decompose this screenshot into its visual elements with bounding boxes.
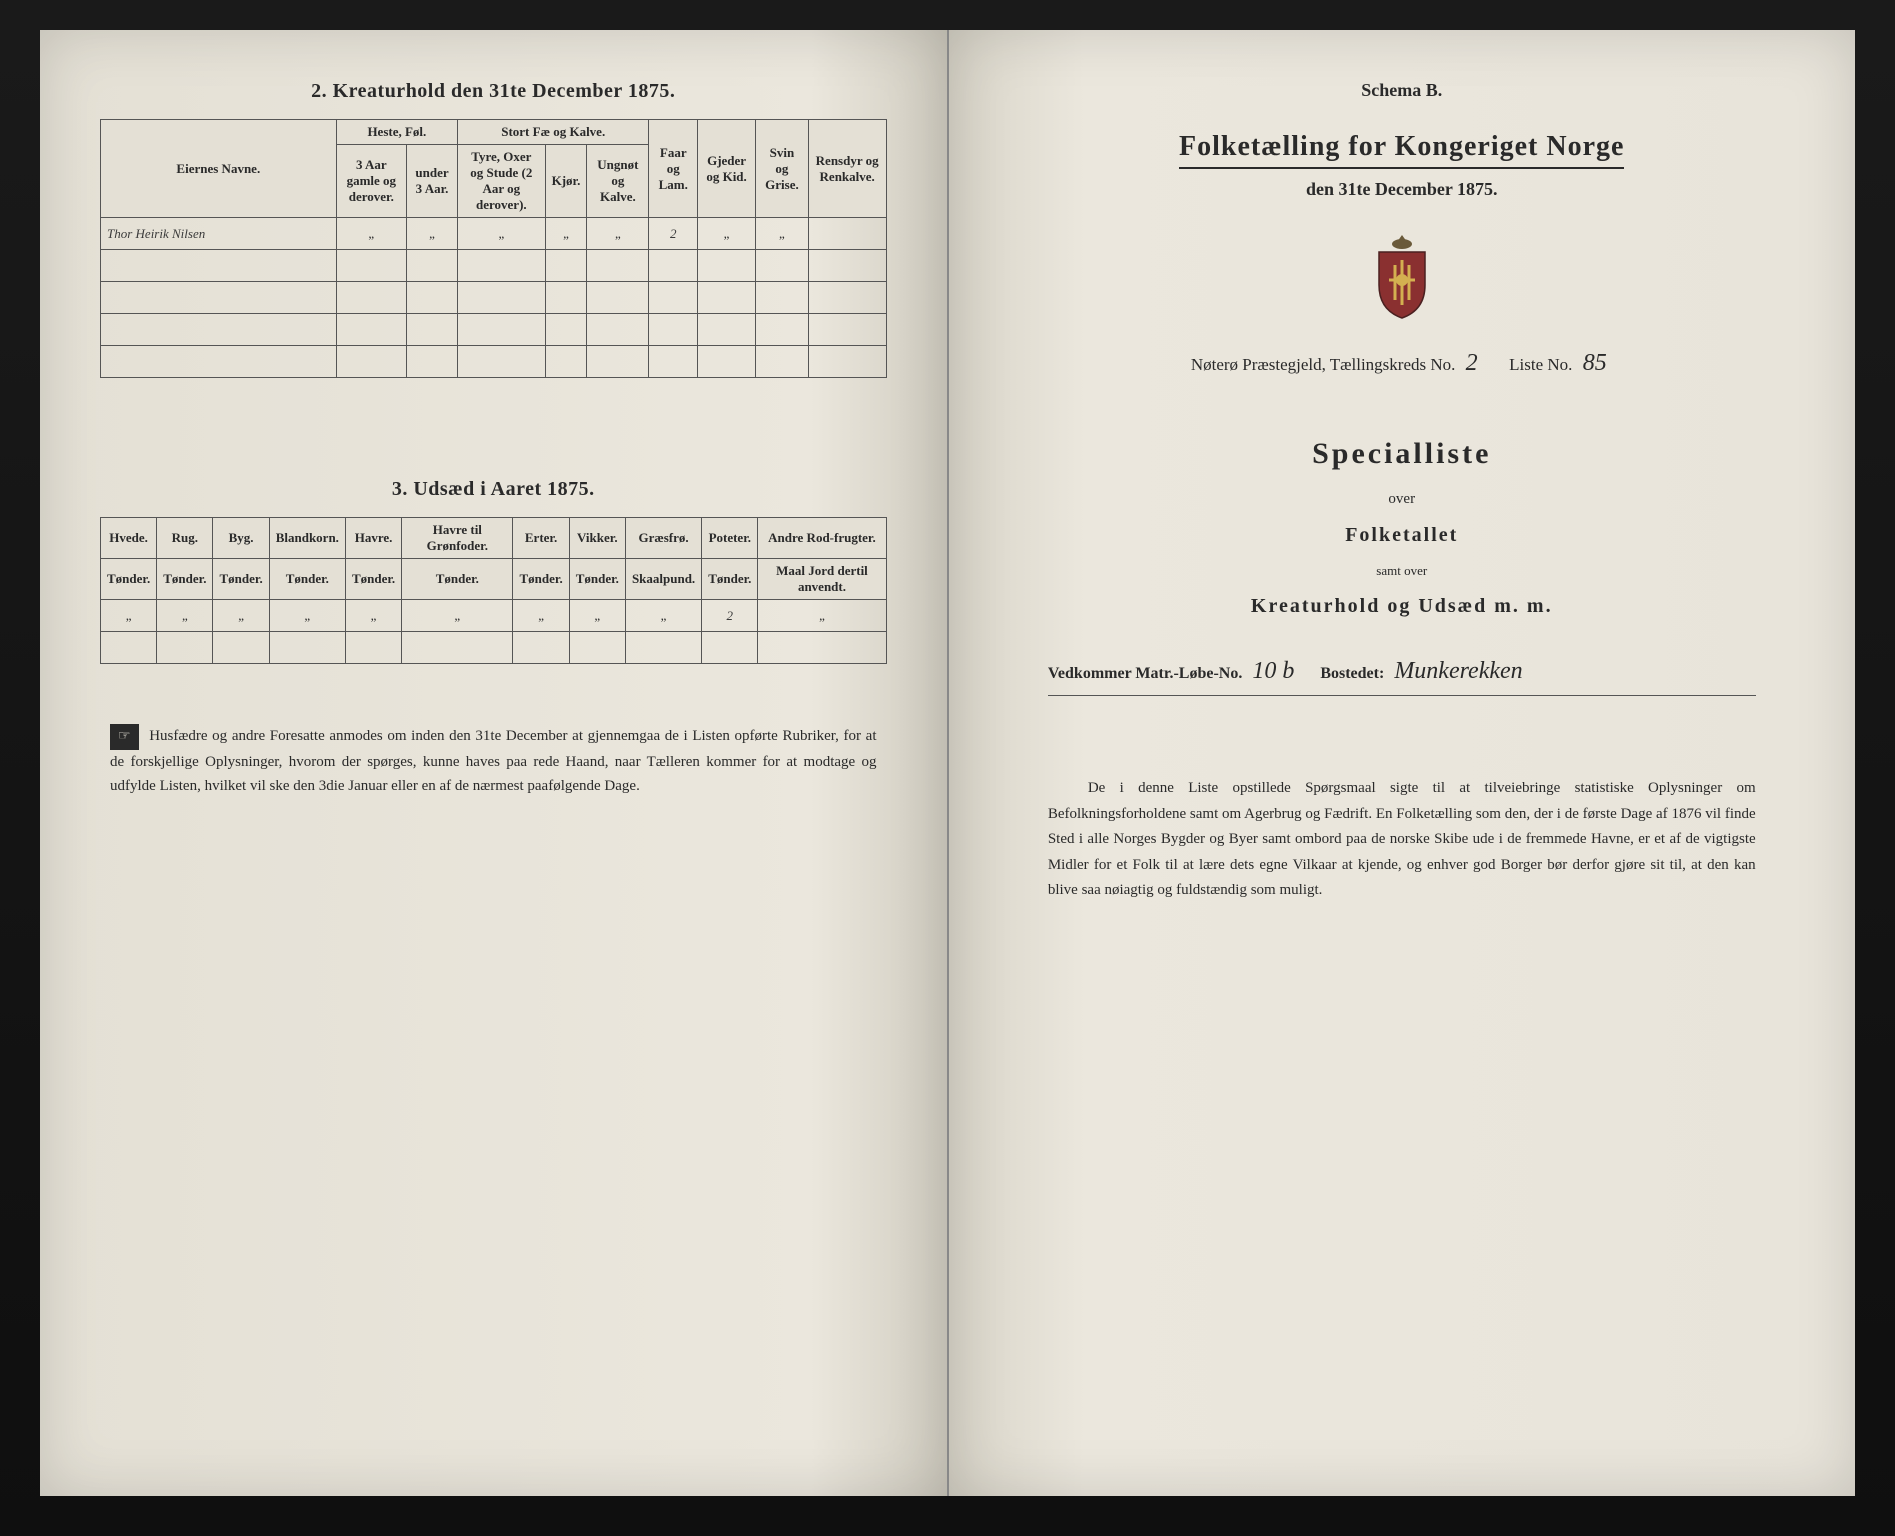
th-vikker: Vikker. [569, 518, 625, 559]
owner-name: Thor Heirik Nilsen [101, 218, 337, 250]
livestock-table: Eiernes Navne. Heste, Føl. Stort Fæ og K… [100, 119, 887, 378]
cell: „ [758, 600, 886, 632]
th-rug: Rug. [157, 518, 213, 559]
cell: „ [587, 218, 649, 250]
th-unit: Tønder. [213, 559, 269, 600]
cell: „ [101, 600, 157, 632]
th-bland: Blandkorn. [269, 518, 345, 559]
property-line: Vedkommer Matr.-Løbe-No. 10 b Bostedet: … [1048, 658, 1756, 696]
cell: „ [402, 600, 513, 632]
meta-prefix: Nøterø Præstegjeld, Tællingskreds No. [1191, 355, 1456, 374]
cell: „ [698, 218, 756, 250]
coat-of-arms-icon [1367, 230, 1437, 320]
th-unit: Tønder. [702, 559, 758, 600]
th-graes: Græsfrø. [625, 518, 701, 559]
th-heste-a: 3 Aar gamle og derover. [336, 145, 406, 218]
pointer-icon: ☞ [110, 724, 139, 750]
cell: „ [213, 600, 269, 632]
th-unit: Tønder. [513, 559, 569, 600]
cell: „ [345, 600, 401, 632]
kreds-no: 2 [1460, 350, 1484, 376]
th-byg: Byg. [213, 518, 269, 559]
table-row [101, 314, 887, 346]
th-havregr: Havre til Grønfoder. [402, 518, 513, 559]
th-svin: Svin og Grise. [756, 120, 809, 218]
cell: „ [625, 600, 701, 632]
special-title: Specialliste [1312, 437, 1491, 471]
th-gjeder: Gjeder og Kid. [698, 120, 756, 218]
liste-no: 85 [1577, 350, 1613, 376]
bottom-paragraph: De i denne Liste opstillede Spørgsmaal s… [1048, 776, 1756, 904]
cell: „ [756, 218, 809, 250]
bosted-label: Bostedet: [1320, 665, 1384, 682]
cell: „ [545, 218, 587, 250]
cell-faar: 2 [649, 218, 698, 250]
th-stort: Stort Fæ og Kalve. [458, 120, 649, 145]
cell: „ [407, 218, 458, 250]
cell [808, 218, 886, 250]
table-row [101, 632, 887, 664]
cell: „ [336, 218, 406, 250]
th-stort-c: Ungnøt og Kalve. [587, 145, 649, 218]
footnote-text: Husfædre og andre Foresatte anmodes om i… [110, 728, 877, 794]
main-title: Folketælling for Kongeriget Norge [1179, 131, 1624, 169]
th-unit: Tønder. [101, 559, 157, 600]
table-row: „ „ „ „ „ „ „ „ „ 2 „ [101, 600, 887, 632]
seed-table: Hvede. Rug. Byg. Blandkorn. Havre. Havre… [100, 517, 887, 664]
th-unit: Tønder. [345, 559, 401, 600]
census-date: den 31te December 1875. [1306, 179, 1498, 200]
table-row [101, 282, 887, 314]
th-eiernes: Eiernes Navne. [101, 120, 337, 218]
left-page: 2. Kreaturhold den 31te December 1875. E… [40, 30, 949, 1496]
cell: „ [269, 600, 345, 632]
cell: „ [569, 600, 625, 632]
schema-label: Schema B. [1361, 80, 1442, 101]
th-unit: Maal Jord dertil anvendt. [758, 559, 886, 600]
th-heste: Heste, Føl. [336, 120, 457, 145]
matr-no: 10 b [1246, 658, 1300, 684]
th-unit: Tønder. [157, 559, 213, 600]
th-hvede: Hvede. [101, 518, 157, 559]
meta-line: Nøterø Præstegjeld, Tællingskreds No. 2 … [1048, 350, 1756, 377]
cell: „ [513, 600, 569, 632]
table-row: Thor Heirik Nilsen „ „ „ „ „ 2 „ „ [101, 218, 887, 250]
cell-poteter: 2 [702, 600, 758, 632]
samt-label: samt over [1376, 563, 1427, 579]
th-faar: Faar og Lam. [649, 120, 698, 218]
bosted-val: Munkerekken [1388, 658, 1528, 684]
right-page: Schema B. Folketælling for Kongeriget No… [949, 30, 1856, 1496]
th-unit: Tønder. [569, 559, 625, 600]
over-label: over [1388, 491, 1415, 508]
cell: „ [458, 218, 546, 250]
table-row [101, 346, 887, 378]
liste-label: Liste No. [1509, 355, 1572, 374]
th-rens: Rensdyr og Renkalve. [808, 120, 886, 218]
th-andre: Andre Rod-frugter. [758, 518, 886, 559]
folketal-label: Folketallet [1345, 524, 1458, 547]
table-row [101, 250, 887, 282]
th-heste-b: under 3 Aar. [407, 145, 458, 218]
cell: „ [157, 600, 213, 632]
th-havre: Havre. [345, 518, 401, 559]
th-stort-b: Kjør. [545, 145, 587, 218]
matr-label: Vedkommer Matr.-Løbe-No. [1048, 665, 1243, 682]
section2-title: 2. Kreaturhold den 31te December 1875. [100, 80, 887, 103]
kreatur-label: Kreaturhold og Udsæd m. m. [1251, 595, 1553, 618]
th-erter: Erter. [513, 518, 569, 559]
th-unit: Tønder. [402, 559, 513, 600]
th-poteter: Poteter. [702, 518, 758, 559]
th-stort-a: Tyre, Oxer og Stude (2 Aar og derover). [458, 145, 546, 218]
book-spread: 2. Kreaturhold den 31te December 1875. E… [40, 30, 1855, 1496]
footnote: ☞ Husfædre og andre Foresatte anmodes om… [100, 724, 887, 798]
th-unit: Tønder. [269, 559, 345, 600]
section3-title: 3. Udsæd i Aaret 1875. [100, 478, 887, 501]
th-unit: Skaalpund. [625, 559, 701, 600]
